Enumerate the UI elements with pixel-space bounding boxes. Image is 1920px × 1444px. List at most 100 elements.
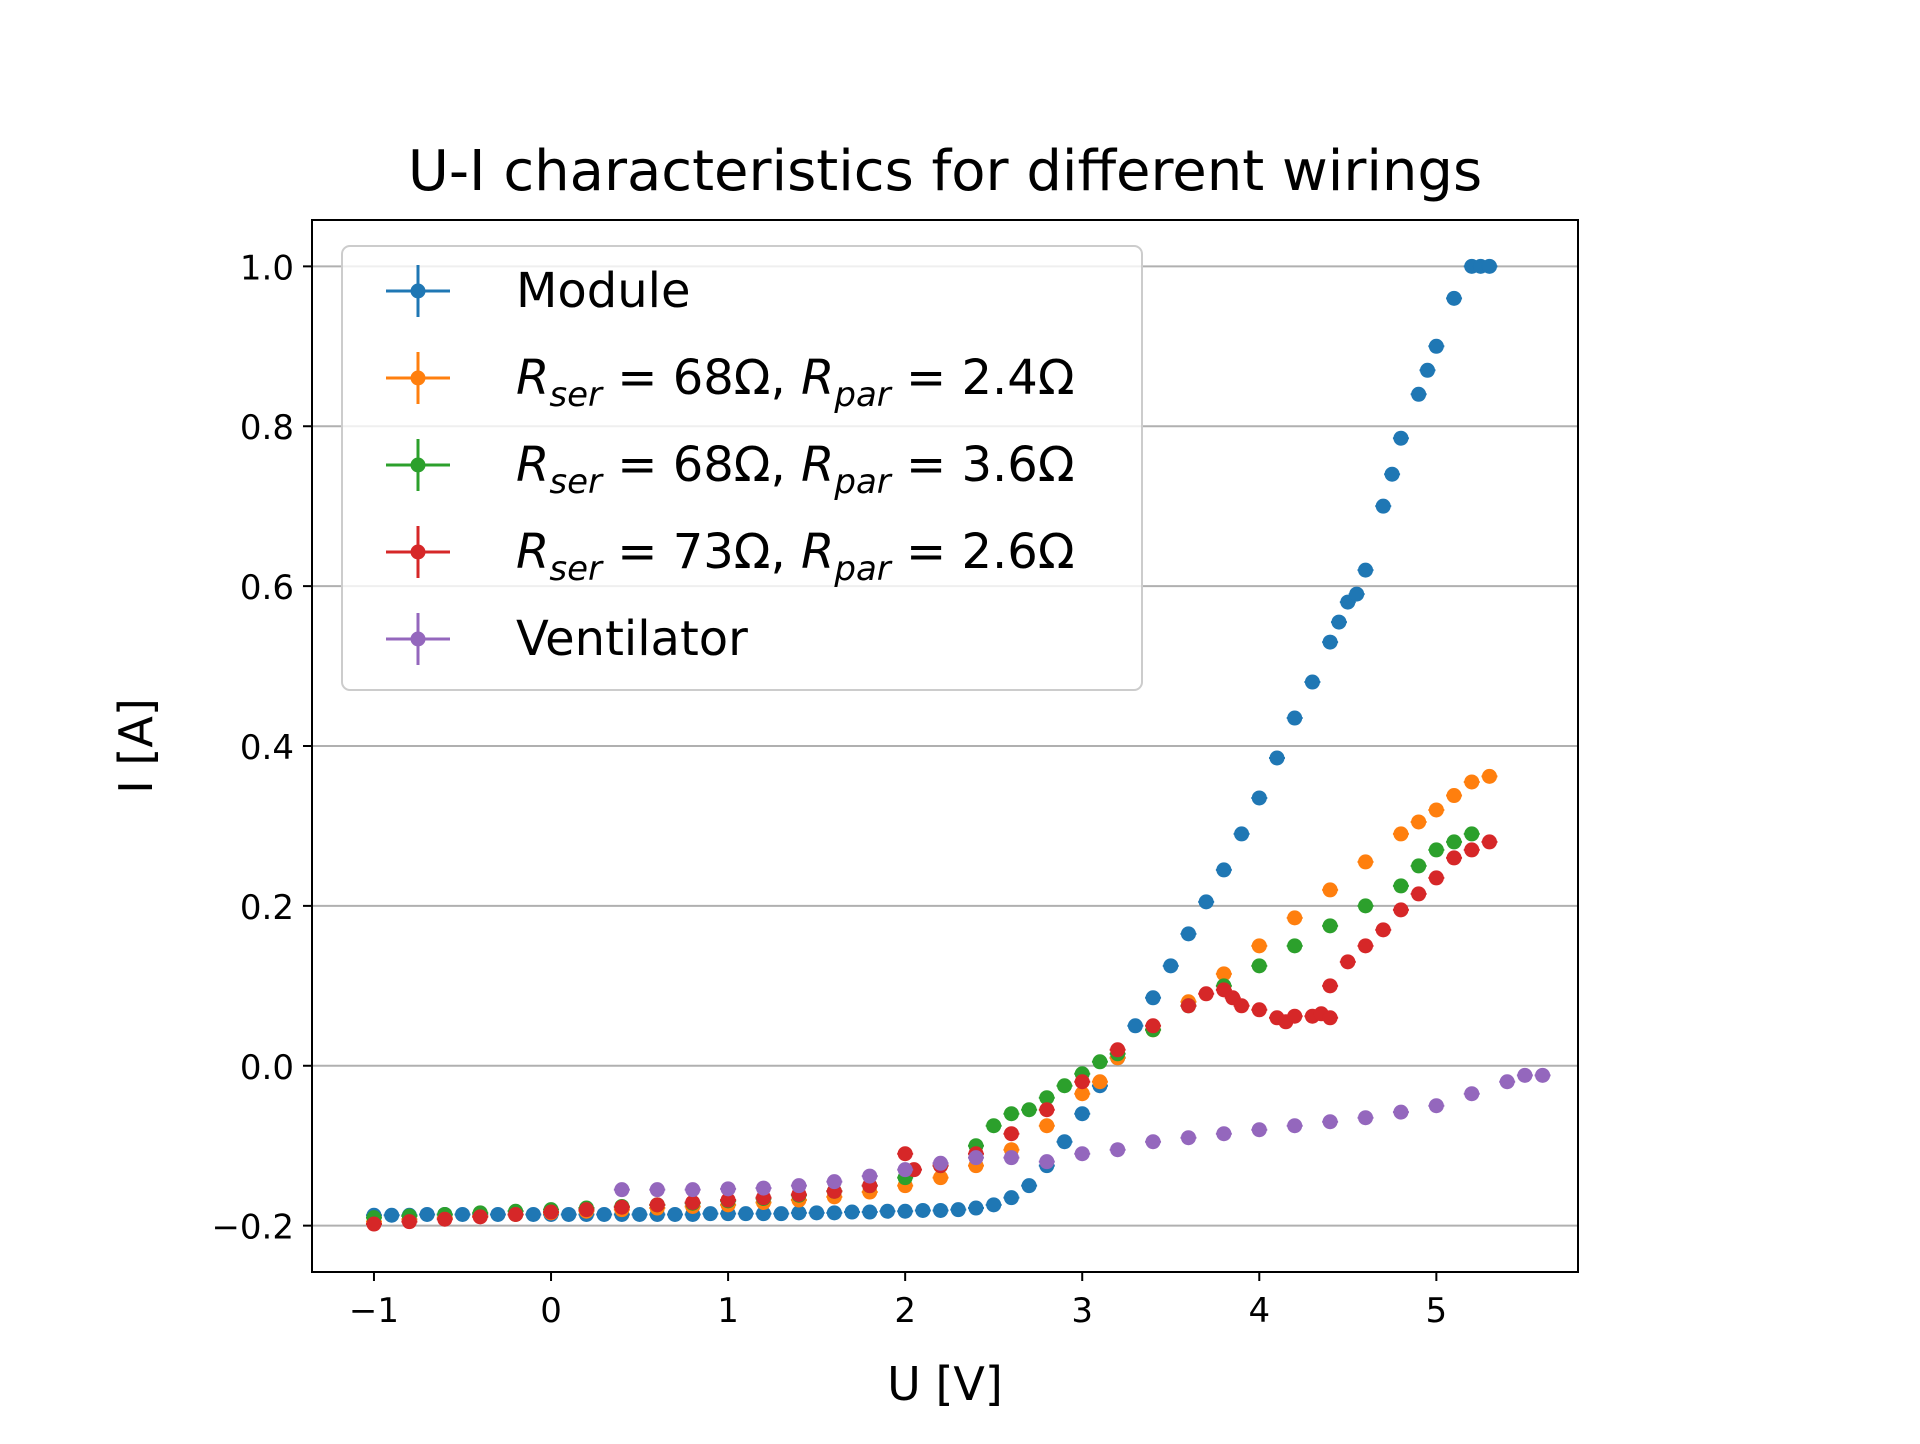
legend-box	[341, 245, 1143, 691]
data-point	[1074, 1086, 1090, 1102]
legend-entry: Rser = 68Ω, Rpar = 2.4Ω	[386, 350, 1075, 415]
data-point	[1251, 958, 1267, 974]
data-point	[897, 1203, 913, 1219]
x-tick-label: 2	[894, 1291, 916, 1331]
data-point	[1340, 954, 1356, 970]
y-tick-label: 1.0	[240, 248, 294, 288]
data-point	[1322, 1114, 1338, 1130]
data-point	[1287, 1118, 1303, 1134]
data-point	[1251, 1122, 1267, 1138]
data-point	[1074, 1146, 1090, 1162]
data-point	[1428, 802, 1444, 818]
data-point	[1358, 938, 1374, 954]
data-point	[1180, 998, 1196, 1014]
y-tick-label: 0.2	[240, 888, 294, 928]
data-point	[1481, 258, 1497, 274]
data-point	[826, 1174, 842, 1190]
axis-ticks: −0.2 0.0 0.2 0.4 0.6 0.8 1.0 −1 0 1 2 3 4 5	[211, 248, 1447, 1331]
data-point	[1349, 586, 1365, 602]
data-point	[1517, 1067, 1533, 1083]
data-point	[614, 1199, 630, 1215]
data-point	[596, 1206, 612, 1222]
data-point	[1251, 790, 1267, 806]
legend-marker	[410, 457, 426, 473]
legend-label-part: ser	[549, 375, 604, 415]
data-point	[1145, 1134, 1161, 1150]
data-point	[578, 1202, 594, 1218]
data-point	[1216, 966, 1232, 982]
data-point	[1393, 430, 1409, 446]
data-point	[1216, 862, 1232, 878]
data-point	[401, 1214, 417, 1230]
data-point	[844, 1204, 860, 1220]
data-point	[1145, 990, 1161, 1006]
legend-label-part: = 3.6Ω	[891, 437, 1075, 493]
data-point	[1003, 1126, 1019, 1142]
data-point	[915, 1202, 931, 1218]
data-point	[897, 1162, 913, 1178]
data-point	[756, 1206, 772, 1222]
data-point	[933, 1170, 949, 1186]
legend-marker	[410, 631, 426, 647]
x-tick-label: 5	[1426, 1291, 1448, 1331]
data-point	[1446, 788, 1462, 804]
data-point	[1251, 1002, 1267, 1018]
data-point	[862, 1168, 878, 1184]
data-point	[1039, 1102, 1055, 1118]
x-tick-label: 0	[540, 1291, 562, 1331]
data-point	[862, 1204, 878, 1220]
data-point	[1358, 854, 1374, 870]
x-tick-label: 1	[717, 1291, 739, 1331]
data-point	[1198, 986, 1214, 1002]
data-point	[1411, 886, 1427, 902]
data-point	[1304, 674, 1320, 690]
data-point	[826, 1205, 842, 1221]
data-point	[1446, 834, 1462, 850]
data-point	[1464, 826, 1480, 842]
data-point	[1428, 842, 1444, 858]
data-point	[1411, 386, 1427, 402]
data-point	[773, 1206, 789, 1222]
data-point	[1322, 978, 1338, 994]
data-point	[1428, 338, 1444, 354]
data-point	[968, 1200, 984, 1216]
data-point	[1464, 1086, 1480, 1102]
y-tick-label: 0.6	[240, 568, 294, 608]
data-point	[472, 1209, 488, 1225]
data-point	[1322, 634, 1338, 650]
data-point	[667, 1206, 683, 1222]
legend-label-part: par	[833, 549, 892, 589]
data-point	[1481, 834, 1497, 850]
data-point	[702, 1206, 718, 1222]
data-point	[1021, 1102, 1037, 1118]
data-point	[614, 1182, 630, 1198]
data-point	[1322, 1010, 1338, 1026]
data-point	[1003, 1106, 1019, 1122]
legend-label-part: par	[833, 462, 892, 502]
chart-title: U-I characteristics for different wiring…	[408, 139, 1482, 204]
y-axis-label: I [A]	[109, 698, 163, 794]
data-point	[756, 1180, 772, 1196]
data-point	[384, 1207, 400, 1223]
data-point	[1331, 614, 1347, 630]
data-point	[1234, 998, 1250, 1014]
legend-label-part: ser	[549, 462, 604, 502]
legend-label: Module	[516, 263, 691, 319]
legend-label-part: = 68Ω,	[602, 437, 801, 493]
data-point	[649, 1197, 665, 1213]
data-point	[1446, 290, 1462, 306]
x-tick-label: 3	[1071, 1291, 1093, 1331]
data-point	[1039, 1154, 1055, 1170]
data-point	[1464, 774, 1480, 790]
y-tick-label: 0.0	[240, 1048, 294, 1088]
series-ventilator	[613, 1067, 1551, 1198]
data-point	[1074, 1106, 1090, 1122]
legend-marker	[410, 283, 426, 299]
legend-label: Rser = 73Ω, Rpar = 2.6Ω	[516, 524, 1075, 589]
data-point	[1039, 1118, 1055, 1134]
data-point	[1375, 922, 1391, 938]
data-point	[720, 1181, 736, 1197]
